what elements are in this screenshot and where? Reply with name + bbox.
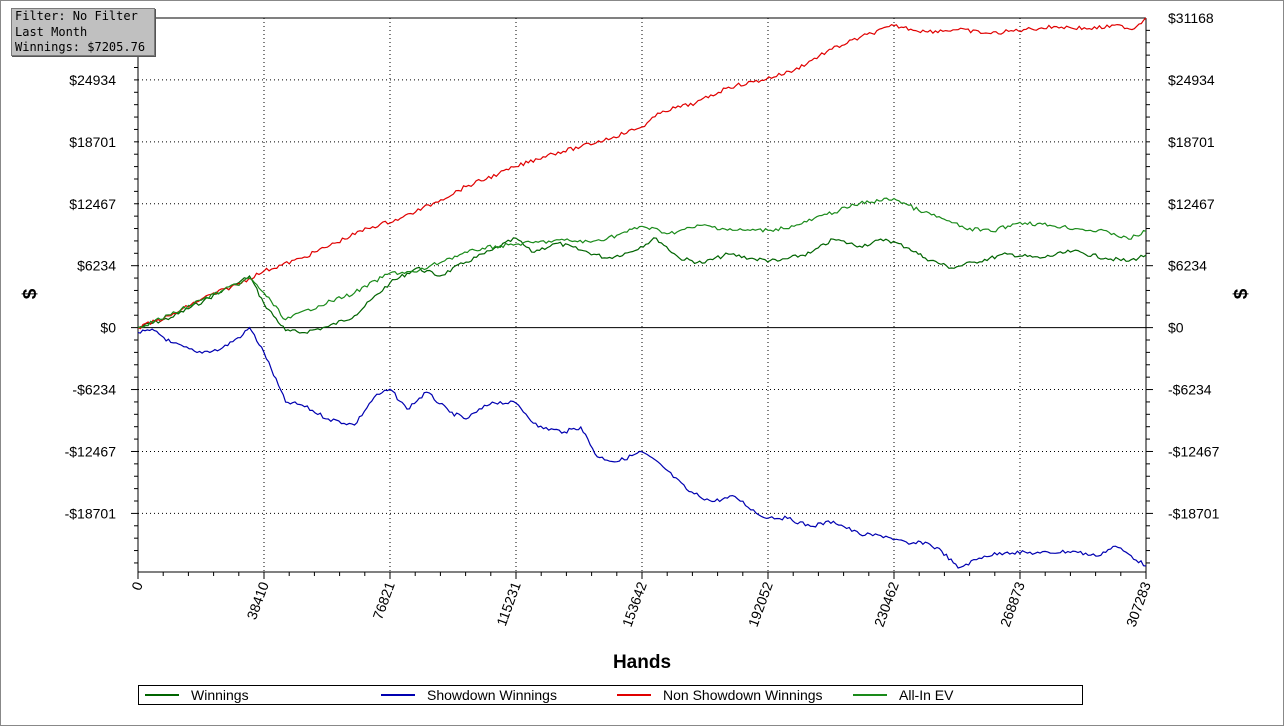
legend-label: Winnings [191, 687, 249, 703]
legend-swatch [381, 694, 415, 696]
legend-swatch [617, 694, 651, 696]
series-line-all-in-ev [137, 197, 1147, 329]
series-line-winnings [137, 237, 1147, 334]
y-tick-label-right: -$18701 [1168, 505, 1220, 521]
filter-info-box: Filter: No Filter Last Month Winnings: $… [11, 8, 155, 56]
y-tick-label-left: $24934 [69, 72, 116, 88]
y-tick-label-left: $6234 [77, 258, 116, 274]
y-axis-label-left: $ [20, 288, 41, 299]
y-tick-label-left: -$6234 [72, 382, 116, 398]
legend-label: Showdown Winnings [427, 687, 557, 703]
y-tick-label-right: -$12467 [1168, 443, 1220, 459]
y-tick-label-right: $31168 [1168, 10, 1214, 26]
axes [131, 17, 1153, 579]
y-tick-label-right: $6234 [1168, 258, 1207, 274]
legend-label: Non Showdown Winnings [663, 687, 823, 703]
series-line-showdown-winnings [137, 326, 1147, 569]
series-line-non-showdown-winnings [137, 17, 1147, 330]
filter-text: Filter: No Filter [15, 9, 138, 23]
y-tick-label-left: -$12467 [65, 443, 117, 459]
y-tick-label-left: $12467 [69, 196, 116, 212]
legend-swatch [145, 694, 179, 696]
y-tick-label-left: $0 [100, 320, 116, 336]
y-tick-label-left: -$18701 [65, 505, 117, 521]
y-tick-label-right: $0 [1168, 320, 1184, 336]
period-text: Last Month [15, 24, 88, 39]
y-tick-label-right: $24934 [1168, 72, 1215, 88]
y-tick-label-right: $12467 [1168, 196, 1215, 212]
legend-label: All-In EV [899, 687, 954, 703]
series-layer [137, 17, 1147, 569]
y-tick-label-left: $18701 [69, 134, 116, 150]
legend-swatch [853, 694, 887, 696]
winnings-text: Winnings: $7205.76 [15, 40, 146, 54]
y-axis-label-right: $ [1231, 288, 1252, 299]
chart-legend: Winnings Showdown Winnings Non Showdown … [138, 685, 1083, 705]
y-tick-label-right: -$6234 [1168, 382, 1212, 398]
y-tick-label-right: $18701 [1168, 134, 1215, 150]
x-axis-label: Hands [613, 652, 671, 673]
